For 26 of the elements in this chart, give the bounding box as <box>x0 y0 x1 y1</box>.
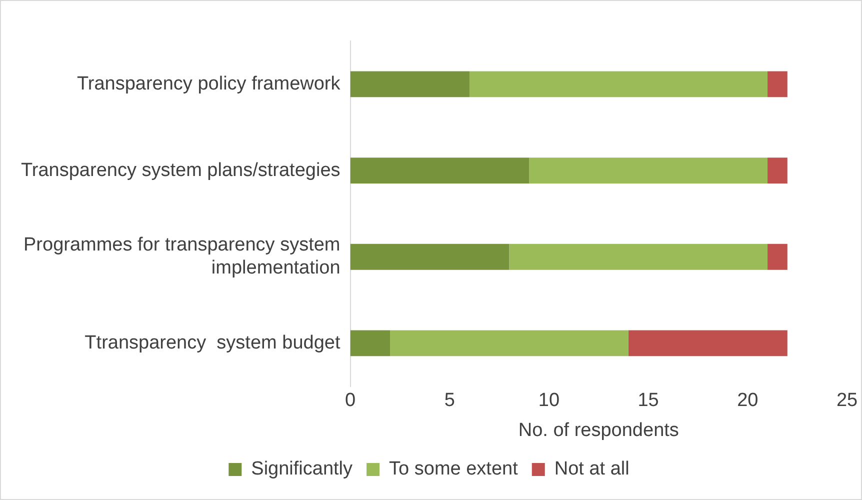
y-tick-label: Programmes for transparency system implementation <box>23 234 340 279</box>
legend-label: To some extent <box>389 458 519 480</box>
legend-label: Significantly <box>251 458 354 480</box>
bar <box>628 330 788 356</box>
y-tick-label: Transparency system plans/strategies <box>20 160 340 181</box>
bar <box>768 71 788 98</box>
bar <box>350 158 530 184</box>
bar <box>390 330 628 356</box>
bar <box>350 71 470 98</box>
x-tick-label: 0 <box>344 390 356 412</box>
legend-label: Not at all <box>554 458 630 480</box>
bar <box>469 71 768 98</box>
bar <box>529 158 768 184</box>
x-tick-label: 20 <box>737 390 758 412</box>
x-tick-label: 10 <box>538 390 560 412</box>
bar <box>350 330 390 356</box>
y-tick-label: Ttransparency system budget <box>84 332 341 354</box>
x-tick-label: 15 <box>638 390 659 412</box>
bar <box>768 158 788 184</box>
bar <box>509 244 768 270</box>
y-tick-label: Transparency policy framework <box>76 73 341 94</box>
x-axis-title: No. of respondents <box>518 420 679 441</box>
bar <box>768 244 788 270</box>
bar <box>350 244 510 270</box>
x-tick-label: 5 <box>444 390 455 412</box>
x-tick-label: 25 <box>836 390 858 412</box>
